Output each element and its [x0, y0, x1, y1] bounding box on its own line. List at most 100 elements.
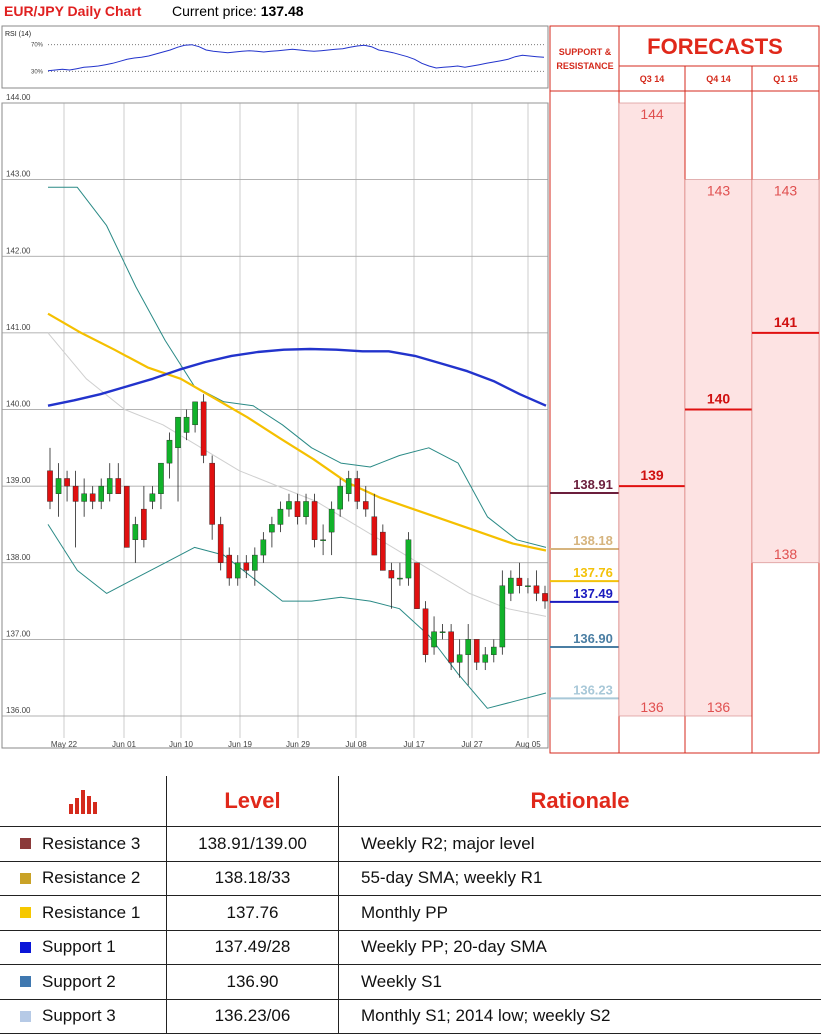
x-tick-label: Jul 08: [345, 740, 367, 749]
candle-body: [56, 478, 61, 493]
candle-body: [321, 540, 326, 541]
level-name-cell: Support 3: [0, 1000, 166, 1034]
candle-body: [90, 494, 95, 502]
candle-body: [397, 578, 402, 579]
candle-body: [99, 486, 104, 501]
forecast-range-band: [752, 180, 819, 563]
forecast-quarter-label: Q1 15: [773, 74, 798, 84]
level-rationale-cell: Weekly R2; major level: [338, 827, 821, 861]
forecast-low-label: 138: [774, 546, 798, 562]
rsi-panel: RSI (14)70%30%: [2, 26, 548, 88]
candle-body: [192, 402, 197, 425]
candle-body: [184, 417, 189, 432]
level-value-cell: 137.76: [166, 896, 338, 930]
level-color-swatch: [20, 1011, 31, 1022]
y-tick-label: 142.00: [6, 246, 31, 255]
forecast-low-label: 136: [707, 699, 731, 715]
candle-body: [278, 509, 283, 524]
level-name: Support 3: [42, 1006, 116, 1026]
forecast-range-band: [619, 103, 685, 716]
forecast-mid-label: 139: [640, 467, 664, 483]
x-tick-label: Jun 29: [286, 740, 311, 749]
level-rationale-cell: 55-day SMA; weekly R1: [338, 862, 821, 896]
forecast-mid-label: 140: [707, 391, 731, 407]
x-tick-label: Jul 27: [461, 740, 483, 749]
candle-body: [244, 563, 249, 571]
table-header-rationale: Rationale: [338, 776, 821, 826]
candle-body: [355, 478, 360, 501]
candle-body: [508, 578, 513, 593]
candle-body: [269, 524, 274, 532]
table-header-icon-cell: [0, 776, 166, 826]
y-tick-label: 140.00: [6, 400, 31, 409]
candle-body: [534, 586, 539, 594]
x-tick-label: Jun 19: [228, 740, 253, 749]
y-tick-label: 143.00: [6, 170, 31, 179]
candle-body: [500, 586, 505, 647]
level-name: Support 2: [42, 972, 116, 992]
level-name-cell: Resistance 2: [0, 862, 166, 896]
candle-body: [372, 517, 377, 555]
candle-body: [483, 655, 488, 663]
candle-body: [329, 509, 334, 532]
candle-body: [227, 555, 232, 578]
y-tick-label: 139.00: [6, 476, 31, 485]
support-resistance-panel: SUPPORT &RESISTANCE138.91138.18137.76137…: [550, 26, 619, 753]
rsi-upper-label: 70%: [31, 43, 44, 49]
level-rationale-cell: Monthly PP: [338, 896, 821, 930]
table-header-level: Level: [166, 776, 338, 826]
candle-body: [133, 524, 138, 539]
candle-body: [201, 402, 206, 456]
level-value-cell: 136.90: [166, 965, 338, 999]
x-tick-label: Jul 17: [403, 740, 425, 749]
level-rationale-cell: Weekly S1: [338, 965, 821, 999]
candle-body: [295, 501, 300, 516]
level-value-cell: 138.91/139.00: [166, 827, 338, 861]
candle-body: [517, 578, 522, 586]
candle-body: [431, 632, 436, 647]
candle-body: [210, 463, 215, 524]
candle-body: [141, 509, 146, 540]
candle-body: [150, 494, 155, 502]
sr-level-label: 137.76: [573, 565, 613, 580]
level-color-swatch: [20, 907, 31, 918]
forecasts-title: FORECASTS: [647, 34, 783, 59]
candle-body: [47, 471, 52, 502]
candle-body: [346, 478, 351, 493]
candle-body: [406, 540, 411, 578]
candle-body: [116, 478, 121, 493]
candle-body: [525, 586, 530, 587]
level-rationale-cell: Monthly S1; 2014 low; weekly S2: [338, 1000, 821, 1034]
y-tick-label: 136.00: [6, 706, 31, 715]
candle-body: [466, 639, 471, 654]
candle-body: [124, 486, 129, 547]
y-tick-label: 137.00: [6, 629, 31, 638]
sr-level-label: 138.91: [573, 477, 613, 492]
bar-chart-icon: [67, 788, 99, 814]
sr-level-label: 138.18: [573, 533, 613, 548]
level-rationale-cell: Weekly PP; 20-day SMA: [338, 931, 821, 965]
forecast-mid-label: 141: [774, 314, 798, 330]
sr-title-line1: SUPPORT &: [559, 47, 612, 57]
forecast-range-band: [685, 180, 752, 716]
candle-body: [107, 478, 112, 493]
rsi-label: RSI (14): [5, 31, 31, 38]
candle-body: [158, 463, 163, 494]
rsi-frame: [2, 26, 548, 88]
table-header-row: Level Rationale: [0, 776, 821, 827]
candle-body: [261, 540, 266, 555]
x-tick-label: Jun 10: [169, 740, 194, 749]
sr-title-line2: RESISTANCE: [556, 61, 613, 71]
level-value-cell: 137.49/28: [166, 931, 338, 965]
candle-body: [380, 532, 385, 570]
x-tick-label: Aug 05: [515, 740, 541, 749]
candle-body: [457, 655, 462, 663]
level-value-cell: 136.23/06: [166, 1000, 338, 1034]
y-tick-label: 144.00: [6, 93, 31, 102]
